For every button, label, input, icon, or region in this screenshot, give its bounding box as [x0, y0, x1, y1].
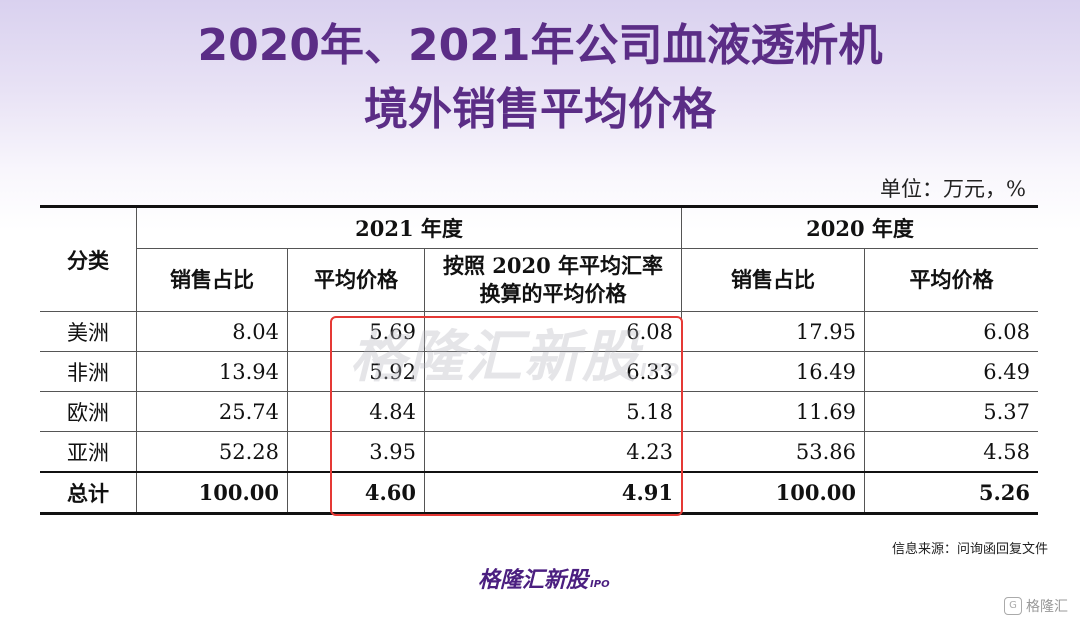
- cell-price-2021: 5.69: [287, 311, 425, 352]
- table-row: 美洲 8.04 5.69 6.08 17.95 6.08: [40, 311, 1038, 352]
- logo-text: 格隆汇新股: [478, 568, 589, 593]
- header-row-groups: 分类 2021 年度 2020 年度: [40, 206, 1038, 312]
- cell-converted-2021: 6.33: [424, 351, 682, 392]
- header-group-2020: 2020 年度: [681, 206, 1038, 249]
- cell-price-2021: 5.92: [287, 351, 425, 392]
- cell-share-2021: 52.28: [136, 431, 288, 473]
- cell-share-2020: 16.49: [681, 351, 865, 392]
- cell-converted-2021: 5.18: [424, 391, 682, 432]
- cell-price-2020: 5.26: [864, 471, 1038, 514]
- cell-price-2020: 5.37: [864, 391, 1038, 432]
- title-line-2: 境外销售平均价格: [364, 84, 716, 135]
- price-table: 分类 2021 年度 2020 年度 销售占比 平均价格 按照 2020 年平均…: [40, 205, 1038, 515]
- row-category: 亚洲: [40, 431, 137, 473]
- title-line-1: 2020年、2021年公司血液透析机: [197, 20, 883, 71]
- cell-share-2020: 17.95: [681, 311, 865, 352]
- cell-converted-2021: 4.91: [424, 471, 682, 514]
- cell-converted-2021: 4.23: [424, 431, 682, 473]
- logo-sub: IPO: [590, 579, 610, 590]
- brand-logo: 格隆汇新股 IPO: [478, 562, 610, 594]
- table-row: 亚洲 52.28 3.95 4.23 53.86 4.58: [40, 431, 1038, 473]
- header-group-2021: 2021 年度: [136, 206, 682, 249]
- corner-brand: G 格隆汇: [1004, 596, 1068, 616]
- table-row-total: 总计 100.00 4.60 4.91 100.00 5.26: [40, 471, 1038, 514]
- corner-brand-text: 格隆汇: [1026, 599, 1068, 615]
- cell-price-2020: 6.49: [864, 351, 1038, 392]
- cell-price-2021: 4.84: [287, 391, 425, 432]
- header-row-columns: 销售占比 平均价格 按照 2020 年平均汇率换算的平均价格 销售占比 平均价格: [40, 248, 1038, 312]
- unit-label: 单位：万元，%: [880, 177, 1026, 201]
- header-price-2020: 平均价格: [864, 248, 1038, 312]
- header-converted-2021: 按照 2020 年平均汇率换算的平均价格: [424, 248, 682, 312]
- cell-price-2020: 4.58: [864, 431, 1038, 473]
- row-category: 欧洲: [40, 391, 137, 432]
- source-note: 信息来源：问询函回复文件: [891, 542, 1048, 557]
- cell-share-2021: 100.00: [136, 471, 288, 514]
- header-share-2021: 销售占比: [136, 248, 288, 312]
- row-category: 总计: [40, 471, 137, 514]
- cell-share-2021: 13.94: [136, 351, 288, 392]
- cell-share-2020: 53.86: [681, 431, 865, 473]
- cell-price-2021: 4.60: [287, 471, 425, 514]
- row-category: 美洲: [40, 311, 137, 352]
- cell-price-2020: 6.08: [864, 311, 1038, 352]
- cell-share-2020: 11.69: [681, 391, 865, 432]
- cell-share-2021: 25.74: [136, 391, 288, 432]
- header-category: 分类: [40, 206, 137, 312]
- cell-share-2021: 8.04: [136, 311, 288, 352]
- table-row: 非洲 13.94 5.92 6.33 16.49 6.49: [40, 351, 1038, 392]
- cell-price-2021: 3.95: [287, 431, 425, 473]
- table-row: 欧洲 25.74 4.84 5.18 11.69 5.37: [40, 391, 1038, 432]
- header-share-2020: 销售占比: [681, 248, 865, 312]
- cell-share-2020: 100.00: [681, 471, 865, 514]
- brand-icon: G: [1004, 597, 1022, 615]
- cell-converted-2021: 6.08: [424, 311, 682, 352]
- header-price-2021: 平均价格: [287, 248, 425, 312]
- row-category: 非洲: [40, 351, 137, 392]
